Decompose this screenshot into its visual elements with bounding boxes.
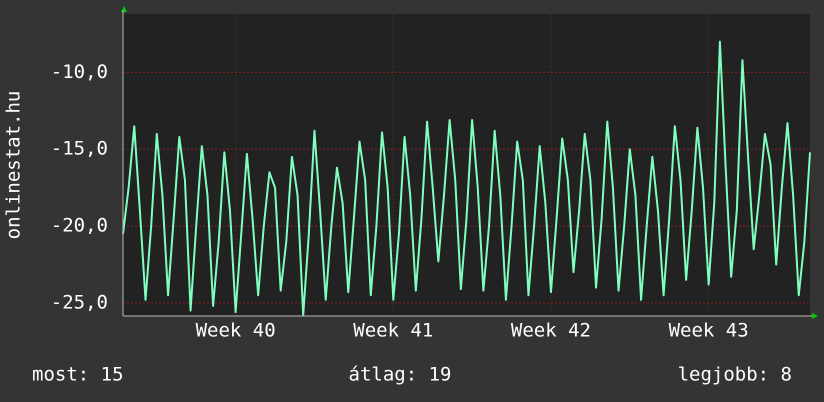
x-tick-label: Week 41 bbox=[353, 320, 433, 342]
y-tick-label: -10,0 bbox=[51, 61, 108, 83]
footer-text: legjobb: 8 bbox=[678, 364, 792, 386]
x-tick-label: Week 43 bbox=[669, 320, 749, 342]
axis-arrow bbox=[812, 313, 818, 319]
y-tick-label: -25,0 bbox=[51, 291, 108, 313]
y-tick-label: -20,0 bbox=[51, 215, 108, 237]
footer-text: átlag: 19 bbox=[349, 364, 452, 386]
footer-text: most: 15 bbox=[32, 364, 124, 386]
y-tick-label: -15,0 bbox=[51, 138, 108, 160]
x-tick-label: Week 42 bbox=[511, 320, 591, 342]
data-line bbox=[122, 40, 811, 317]
x-tick-label: Week 40 bbox=[196, 320, 276, 342]
y-axis-label: onlinestat.hu bbox=[3, 91, 25, 240]
